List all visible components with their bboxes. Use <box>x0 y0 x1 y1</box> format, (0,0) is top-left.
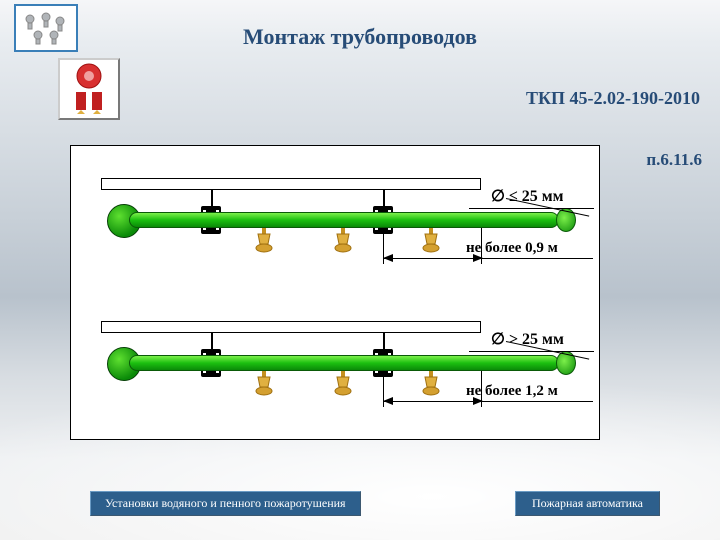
footer-left-badge: Установки водяного и пенного пожаротушен… <box>90 491 361 516</box>
footer-right-badge: Пожарная автоматика <box>515 491 660 516</box>
standard-code: ТКП 45-2.02-190-2010 <box>526 88 700 109</box>
diagram-container: ∅ ≤ 25 мм не более 0,9 м <box>70 145 600 440</box>
thumb-red-sprinkler-icon <box>58 58 120 120</box>
diameter-label: ∅ > 25 мм <box>491 329 564 349</box>
sprinkler-icon <box>254 228 274 256</box>
sprinkler-icon <box>333 371 353 399</box>
sprinkler-icon <box>254 371 274 399</box>
label-underline <box>469 208 594 209</box>
sprinkler-icon <box>333 228 353 256</box>
clause-ref: п.6.11.6 <box>646 150 702 170</box>
pipe <box>129 212 559 228</box>
distance-label: не более 0,9 м <box>466 240 558 257</box>
dim-line <box>383 401 593 402</box>
sprinkler-icon <box>421 228 441 256</box>
distance-label: не более 1,2 м <box>466 383 558 400</box>
dim-arrow-icon <box>383 395 395 407</box>
ceiling-bar <box>101 321 481 333</box>
dim-arrow-icon <box>383 252 395 264</box>
label-underline <box>469 351 594 352</box>
diameter-label: ∅ ≤ 25 мм <box>491 186 564 206</box>
sprinkler-icon <box>421 371 441 399</box>
pipe <box>129 355 559 371</box>
dim-line <box>383 258 593 259</box>
ceiling-bar <box>101 178 481 190</box>
page-title: Монтаж трубопроводов <box>0 24 720 50</box>
